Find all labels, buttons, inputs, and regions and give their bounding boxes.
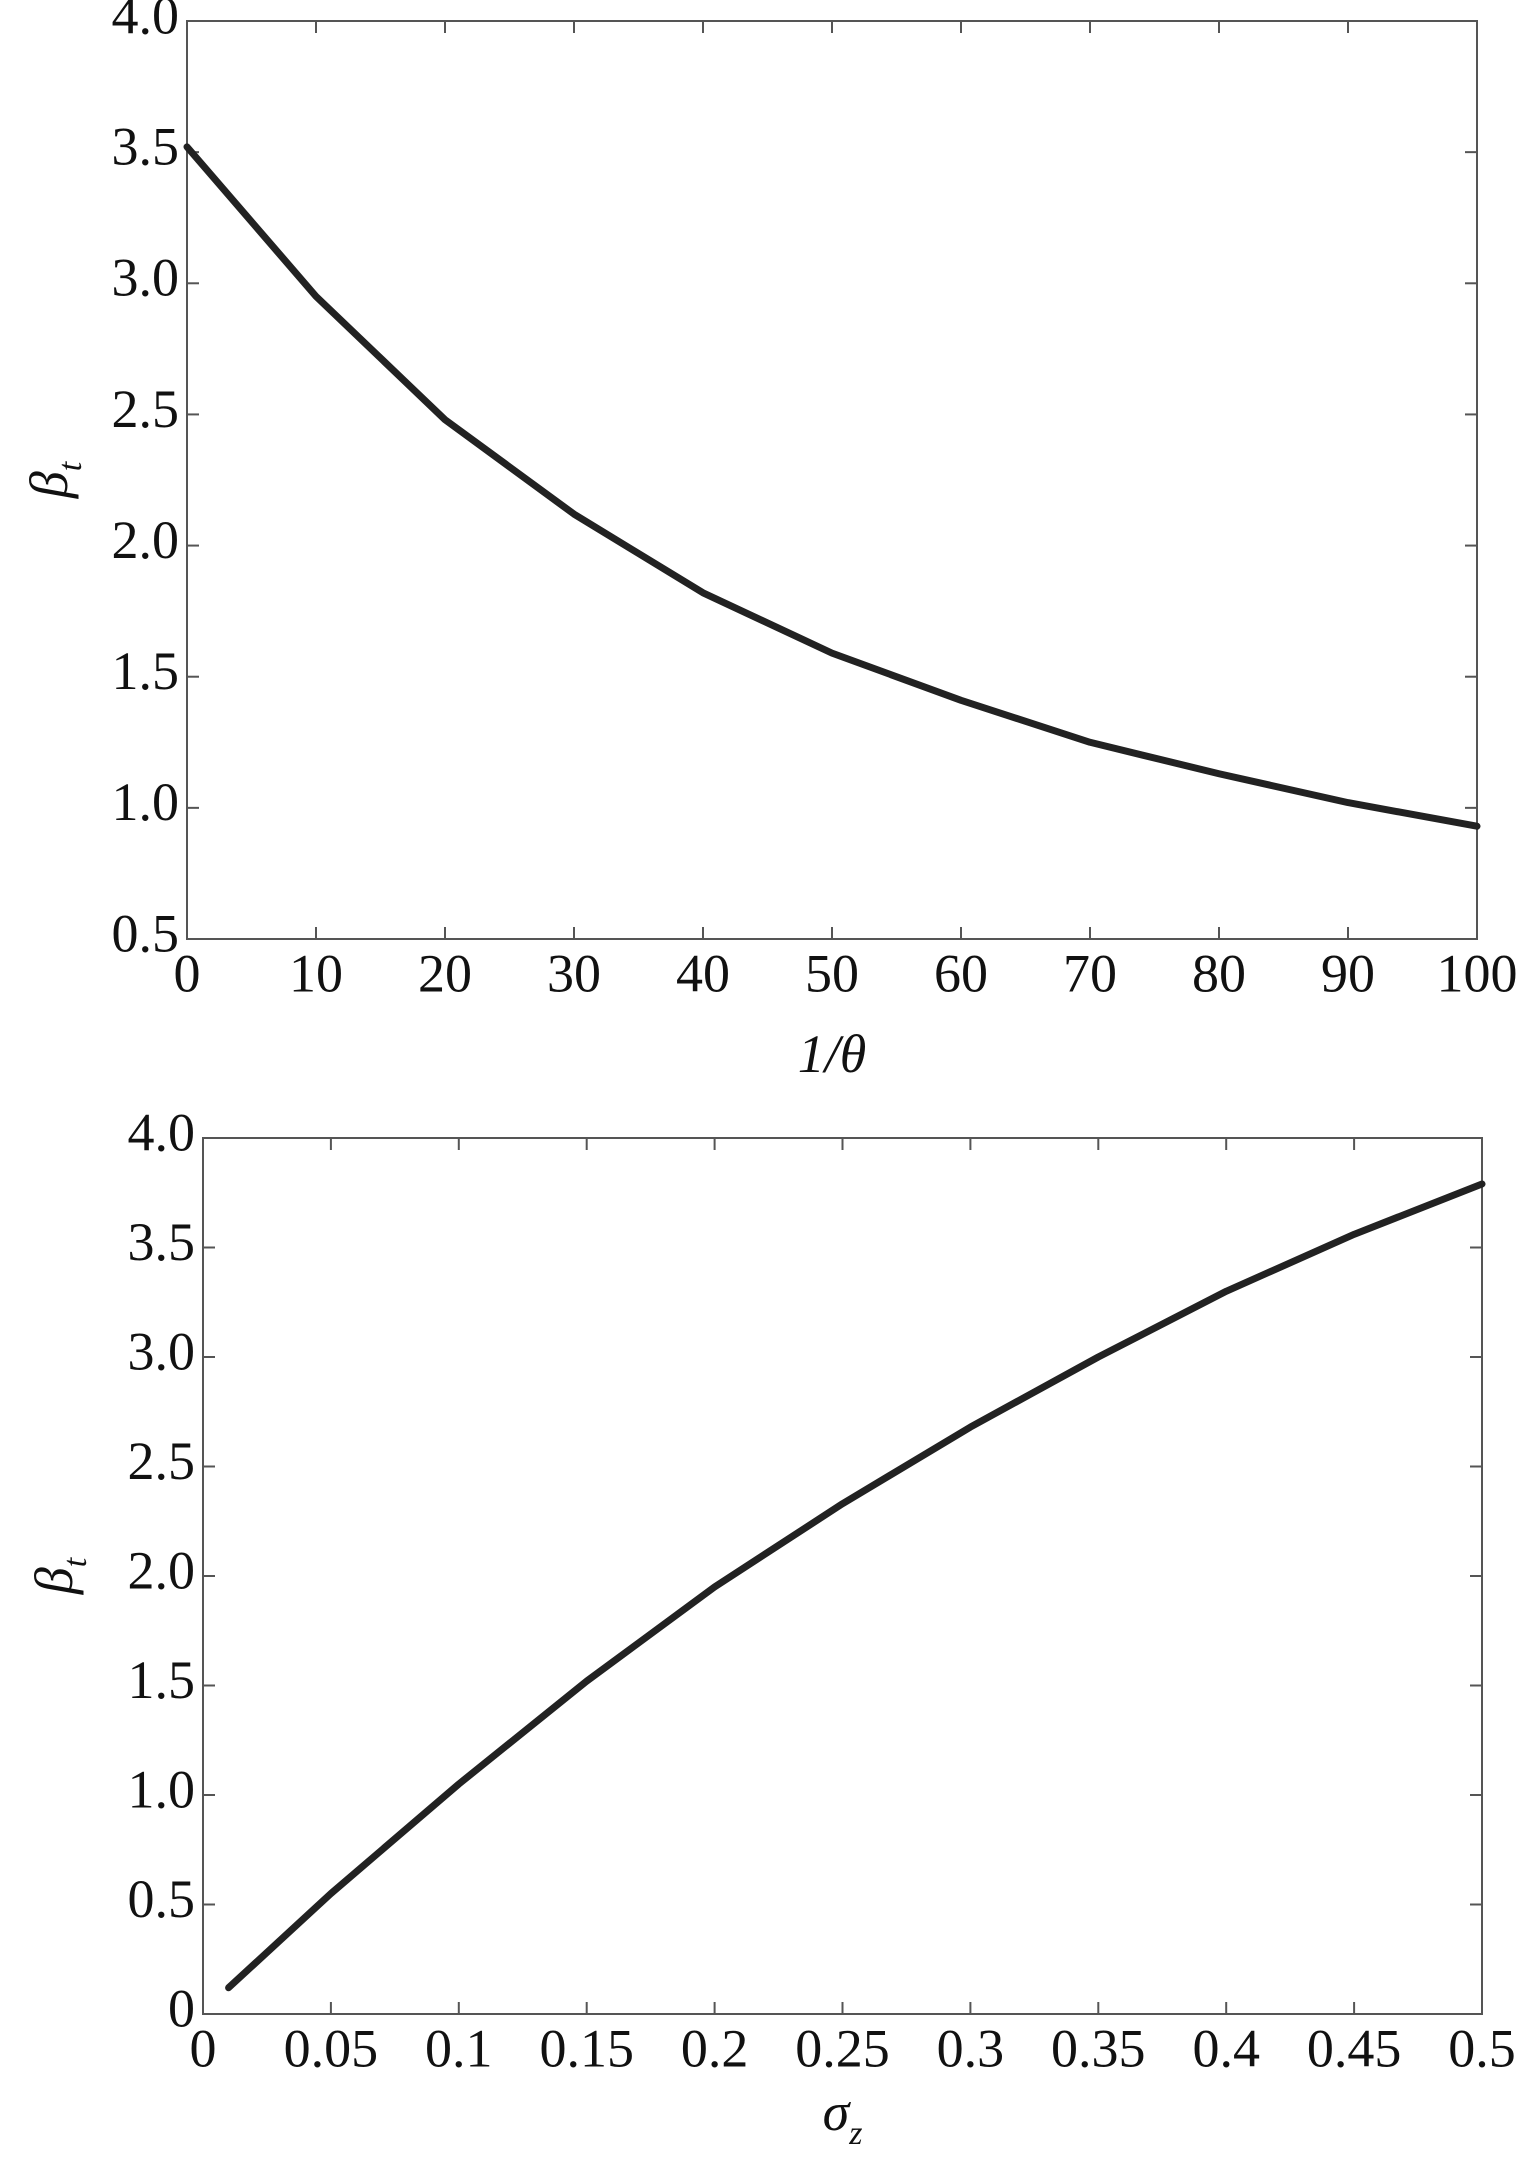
y-axis-label-sub: t [57,1556,94,1567]
x-axis-label: σz [823,2082,863,2151]
y-tick-label: 2.0 [128,1540,196,1600]
y-tick-label: 1.5 [112,641,180,701]
x-tick-label: 0.25 [795,2018,890,2078]
x-tick-label: 100 [1437,943,1518,1003]
x-tick-label: 0 [190,2018,217,2078]
x-axis-label-main: σ [823,2082,852,2142]
y-tick-label: 3.5 [112,117,180,177]
x-axis-label-sub: z [848,2115,862,2152]
y-tick-label: 4.0 [112,0,180,45]
x-tick-label: 0.3 [937,2018,1005,2078]
x-tick-label: 50 [805,943,859,1003]
y-tick-label: 4.0 [128,1102,196,1162]
x-tick-label: 30 [547,943,601,1003]
y-axis-label: βt [24,1556,93,1595]
x-tick-label: 0.35 [1051,2018,1146,2078]
x-tick-label: 0.4 [1192,2018,1260,2078]
y-tick-label: 1.5 [128,1650,196,1710]
y-tick-label: 0 [168,1978,195,2038]
y-tick-label: 3.0 [112,248,180,308]
x-axis-label-main: 1/θ [798,1024,867,1084]
y-tick-label: 1.0 [128,1759,196,1819]
x-tick-label: 90 [1321,943,1375,1003]
y-axis-label: βt [19,460,88,499]
x-tick-label: 0.05 [284,2018,379,2078]
y-axis-label-main: β [24,1567,84,1595]
y-tick-label: 0.5 [112,903,180,963]
y-tick-label: 2.5 [112,379,180,439]
x-tick-label: 60 [934,943,988,1003]
y-axis-label-sub: t [52,460,89,471]
x-tick-label: 40 [676,943,730,1003]
y-tick-label: 2.5 [128,1431,196,1491]
x-tick-label: 20 [418,943,472,1003]
x-tick-label: 10 [289,943,343,1003]
y-tick-label: 0.5 [128,1869,196,1929]
y-tick-label: 3.5 [128,1212,196,1272]
x-tick-label: 0.15 [539,2018,634,2078]
data-line [225,1180,1486,1992]
data-line [183,143,1481,830]
x-tick-label: 0.1 [425,2018,493,2078]
x-tick-label: 0 [174,943,201,1003]
y-tick-label: 3.0 [128,1321,196,1381]
x-tick-label: 0.5 [1448,2018,1516,2078]
x-axis-label: 1/θ [798,1024,867,1084]
y-tick-label: 2.0 [112,510,180,570]
y-tick-label: 1.0 [112,772,180,832]
plot-frame [186,20,1478,940]
plot-frame [202,1137,1483,2015]
x-tick-label: 0.45 [1307,2018,1402,2078]
x-tick-label: 0.2 [681,2018,749,2078]
x-tick-label: 70 [1063,943,1117,1003]
x-tick-label: 80 [1192,943,1246,1003]
y-axis-label-main: β [19,471,79,499]
